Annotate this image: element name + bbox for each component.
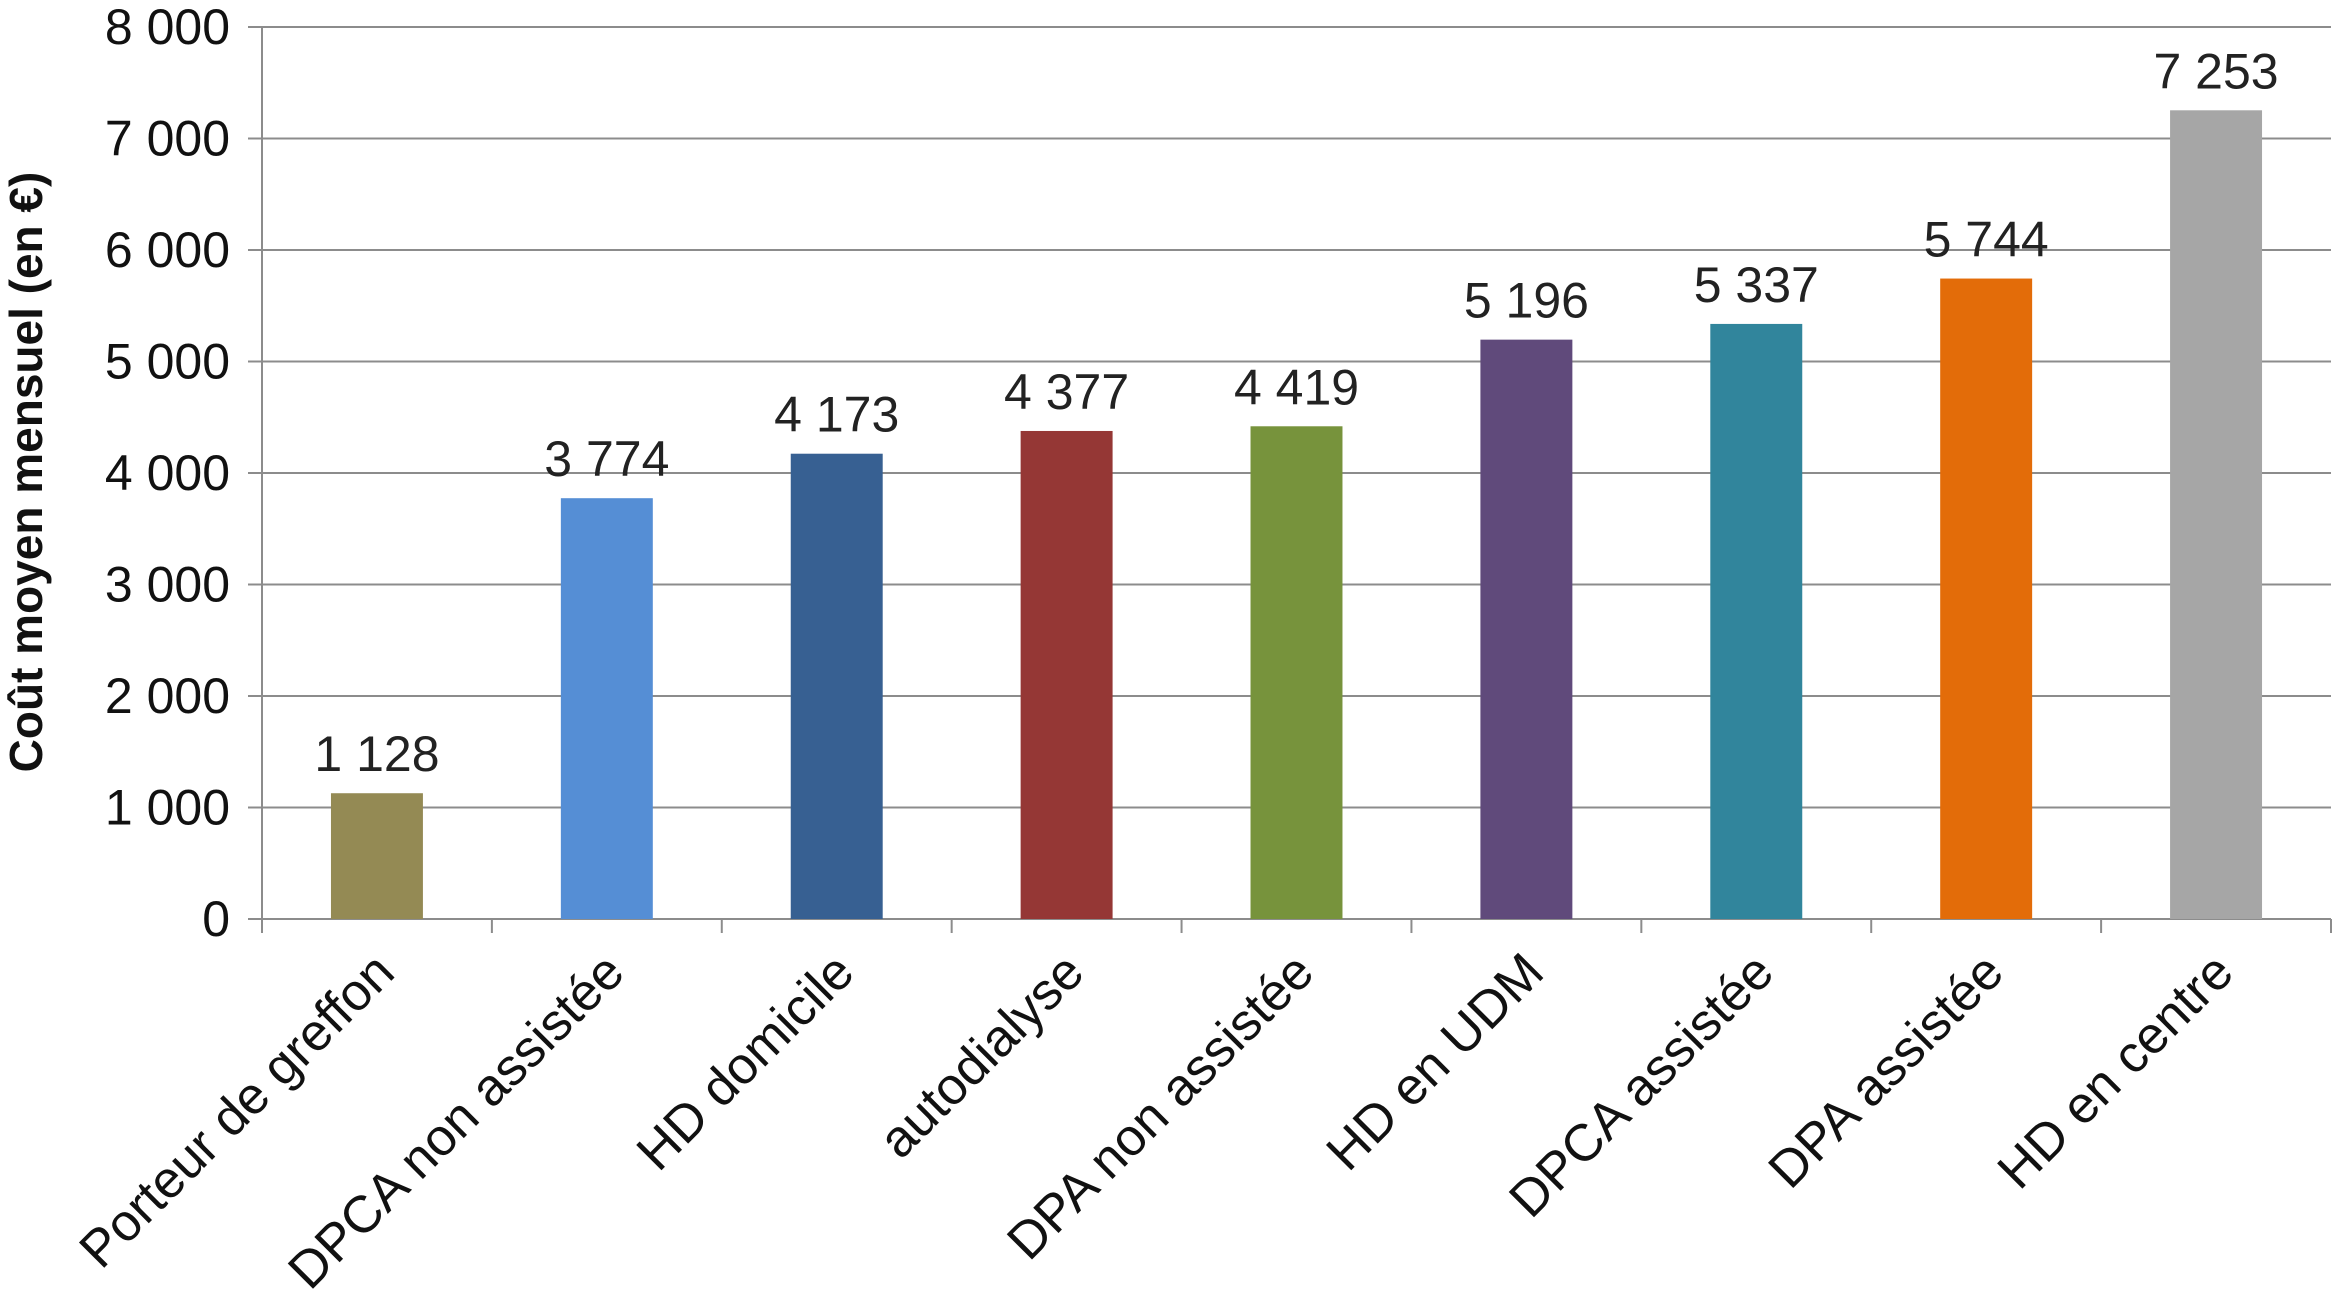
y-tick-label: 7 000 [105, 111, 230, 167]
y-tick-label: 0 [202, 891, 230, 947]
y-axis-title: Coût moyen mensuel (en €) [0, 172, 52, 773]
bar [1480, 339, 1573, 919]
x-category-label: HD domicile [626, 942, 865, 1181]
bar-value-label: 4 419 [1234, 359, 1359, 415]
y-tick-label: 6 000 [105, 222, 230, 278]
x-category-label: DPA assistée [1758, 942, 2015, 1199]
bar [1710, 323, 1803, 919]
bar-value-label: 4 377 [1004, 364, 1129, 420]
x-category-label: HD en centre [1987, 942, 2245, 1200]
y-tick-labels: 0 1 000 2 000 3 000 4 000 5 000 6 000 7 000 8 00… [105, 0, 230, 947]
bar [330, 793, 423, 919]
data-labels: 1 128 3 774 4 173 4 377 4 419 5 196 5 337 5 744… [314, 43, 2278, 782]
y-tick-label: 3 000 [105, 557, 230, 613]
y-tick-label: 5 000 [105, 334, 230, 390]
bars [330, 110, 2263, 919]
bar-value-label: 7 253 [2153, 43, 2278, 99]
y-tick-label: 1 000 [105, 780, 230, 836]
y-tick-label: 4 000 [105, 445, 230, 501]
bar-value-label: 5 196 [1464, 273, 1589, 329]
bar [2170, 110, 2263, 919]
bar-value-label: 5 744 [1924, 212, 2049, 268]
bar [1940, 278, 2033, 919]
bar [1250, 426, 1343, 919]
bar-value-label: 1 128 [314, 726, 439, 782]
bar-value-label: 5 337 [1694, 257, 1819, 313]
bar [560, 498, 653, 919]
bar [790, 453, 883, 919]
y-tick-label: 2 000 [105, 668, 230, 724]
x-category-label: HD en UDM [1316, 942, 1555, 1181]
y-tick-label: 8 000 [105, 0, 230, 55]
bar-value-label: 3 774 [544, 431, 669, 487]
bar-value-label: 4 173 [774, 387, 899, 443]
x-category-label: autodialyse [868, 942, 1095, 1169]
bar [1020, 430, 1113, 919]
